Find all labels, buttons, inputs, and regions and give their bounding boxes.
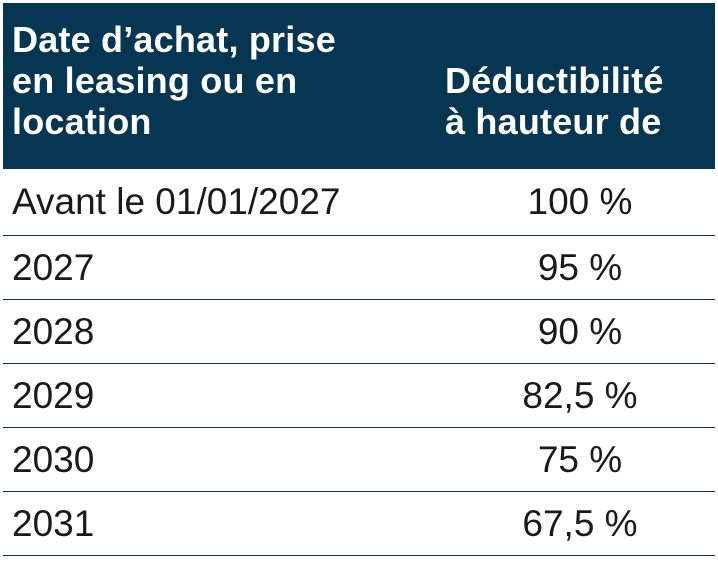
table-row: 2030 75 % — [3, 428, 715, 492]
period-cell: 2029 — [12, 375, 95, 416]
rate-cell: 100 % — [527, 181, 633, 222]
rate-cell: 90 % — [537, 311, 623, 352]
deductibility-table: Date d’achat, prise en leasing ou en loc… — [3, 3, 715, 556]
header-purchase-date-line: Date d’achat, prise — [12, 19, 336, 60]
header-purchase-date-line: en leasing ou en — [12, 60, 298, 101]
period-cell: 2027 — [12, 247, 95, 288]
header-purchase-date: Date d’achat, prise en leasing ou en loc… — [12, 19, 412, 142]
table-row: 2031 67,5 % — [3, 492, 715, 556]
rate-cell: 82,5 % — [522, 375, 638, 416]
table-header: Date d’achat, prise en leasing ou en loc… — [3, 3, 715, 169]
period-cell: Avant le 01/01/2027 — [12, 181, 341, 222]
header-deductibility-line: à hauteur de — [445, 101, 662, 142]
rate-cell: 67,5 % — [522, 503, 638, 544]
table-row: 2029 82,5 % — [3, 364, 715, 428]
table-row: Avant le 01/01/2027 100 % — [3, 169, 715, 236]
period-cell: 2031 — [12, 503, 95, 544]
header-deductibility: Déductibilité à hauteur de — [445, 60, 715, 142]
table-row: 2028 90 % — [3, 300, 715, 364]
header-purchase-date-line: location — [12, 101, 152, 142]
header-deductibility-line: Déductibilité — [445, 60, 664, 101]
period-cell: 2028 — [12, 311, 95, 352]
rate-cell: 75 % — [537, 439, 623, 480]
rate-cell: 95 % — [537, 247, 623, 288]
table-row: 2027 95 % — [3, 236, 715, 300]
period-cell: 2030 — [12, 439, 95, 480]
